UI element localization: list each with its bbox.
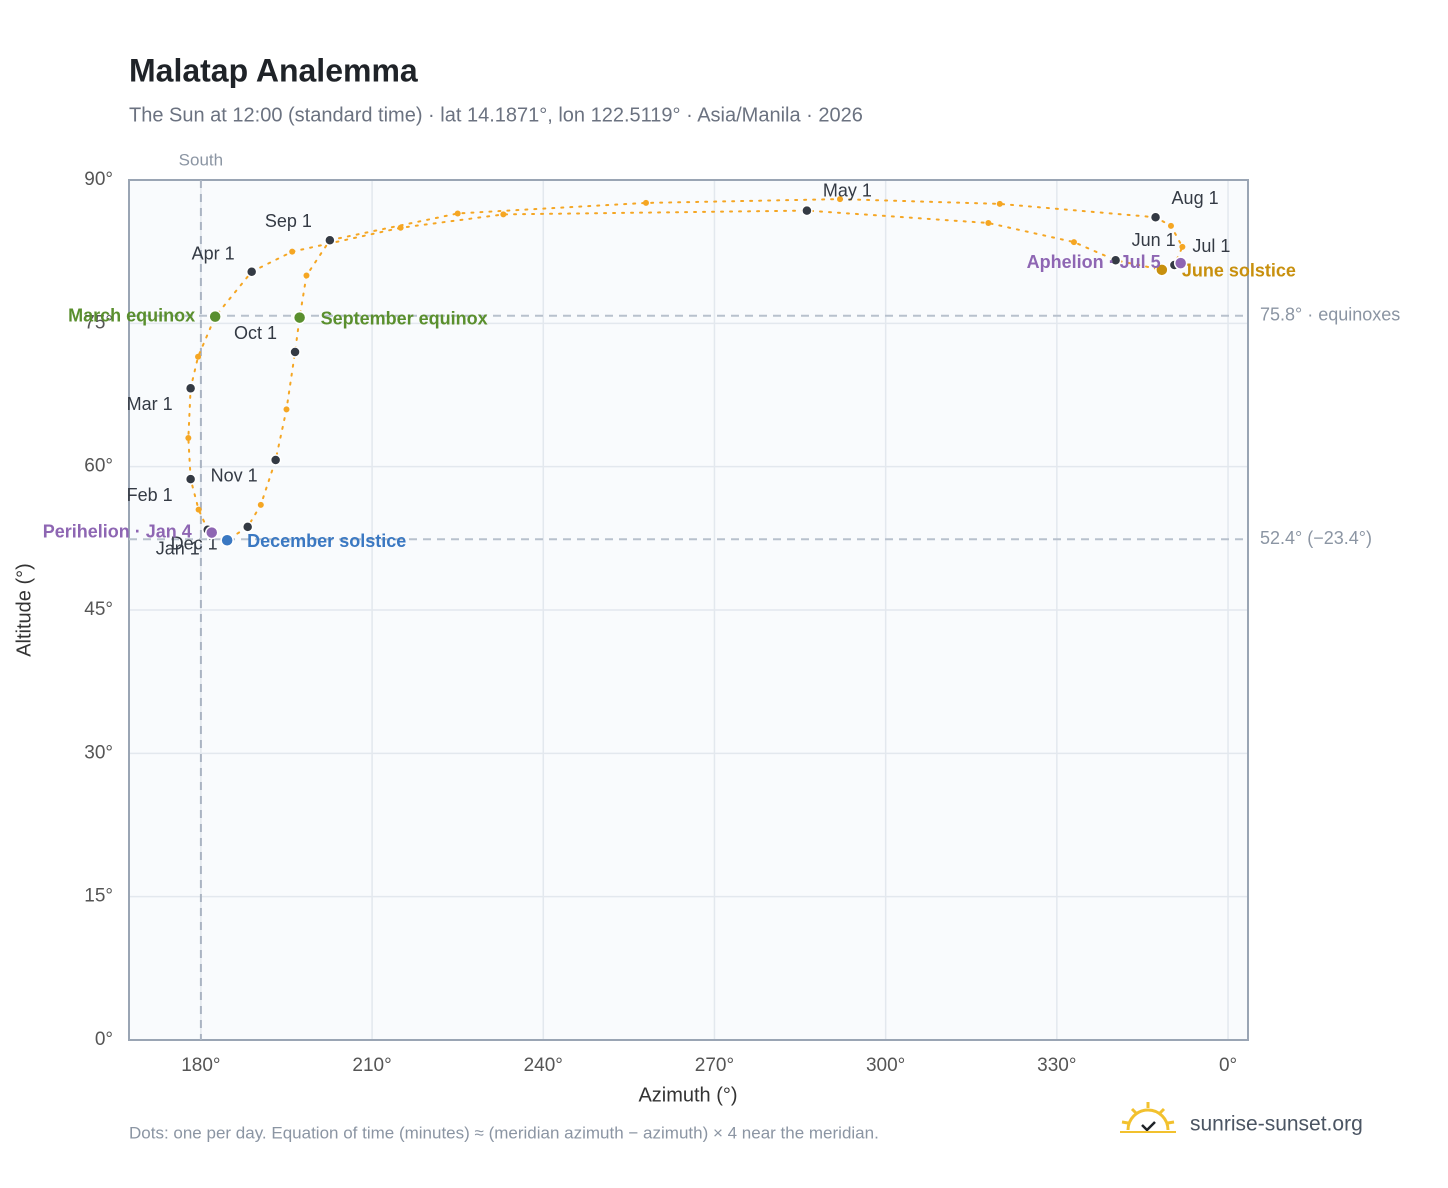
day-dot <box>454 210 461 217</box>
x-tick-label: 330° <box>1037 1055 1076 1076</box>
chart-title: Malatap Analemma <box>129 52 418 88</box>
y-tick-label: 30° <box>84 742 113 763</box>
marker-label: Nov 1 <box>211 466 258 486</box>
brand-logo <box>1120 1102 1176 1133</box>
marker-label: Jun 1 <box>1132 230 1176 250</box>
reference-label: 52.4° (−23.4°) <box>1260 528 1372 548</box>
y-tick-label: 0° <box>95 1029 113 1050</box>
marker <box>208 309 222 324</box>
marker-label: May 1 <box>823 180 872 200</box>
marker-label: June solstice <box>1182 261 1296 281</box>
x-axis-label: Azimuth (°) <box>638 1084 737 1106</box>
marker-label: Sep 1 <box>265 211 312 231</box>
day-dot <box>1070 239 1077 246</box>
day-dot <box>985 220 992 226</box>
day-dot <box>195 506 202 513</box>
marker-label: Jul 1 <box>1192 236 1230 256</box>
footnote: Dots: one per day. Equation of time (min… <box>129 1123 879 1142</box>
reference-label: 75.8° · equinoxes <box>1260 304 1400 324</box>
marker <box>1173 256 1188 270</box>
marker-label: Aphelion · Jul 5 <box>1027 252 1161 272</box>
y-tick-label: 90° <box>84 169 113 190</box>
marker <box>801 204 813 217</box>
y-tick-label: 15° <box>84 886 113 907</box>
marker-label: September equinox <box>321 308 488 328</box>
marker <box>1109 254 1122 267</box>
x-tick-label: 240° <box>524 1055 563 1076</box>
marker <box>184 473 197 485</box>
marker <box>245 265 258 278</box>
marker <box>184 382 197 395</box>
day-dot <box>996 200 1003 207</box>
day-dot <box>642 199 649 206</box>
y-axis-label: Altitude (°) <box>13 563 35 657</box>
marker-label: Apr 1 <box>192 243 235 263</box>
x-tick-label: 270° <box>695 1055 734 1076</box>
marker-label: March equinox <box>68 305 195 325</box>
marker-label: Oct 1 <box>234 323 277 343</box>
day-dot <box>500 211 507 218</box>
chart-subtitle: The Sun at 12:00 (standard time) · lat 1… <box>129 104 863 126</box>
marker <box>324 234 336 246</box>
brand: sunrise-sunset.org <box>1190 1113 1363 1136</box>
x-tick-label: 0° <box>1219 1055 1237 1076</box>
marker-label: Jan 1 <box>156 538 200 558</box>
marker <box>269 454 282 466</box>
day-dot <box>1167 222 1174 229</box>
day-dot <box>397 224 404 231</box>
day-dot <box>283 406 290 413</box>
south-label: South <box>179 150 223 169</box>
marker-label: Perihelion · Jan 4 <box>43 521 192 541</box>
day-dot <box>837 196 844 203</box>
x-tick-label: 300° <box>866 1055 905 1076</box>
marker-label: December solstice <box>247 531 406 551</box>
marker-label: Aug 1 <box>1172 188 1219 208</box>
marker <box>241 521 254 533</box>
day-dot <box>257 501 264 508</box>
marker-label: Mar 1 <box>127 394 173 414</box>
x-tick-label: 210° <box>352 1055 391 1076</box>
plot-frame <box>128 179 1249 1041</box>
day-dot <box>1179 243 1186 250</box>
marker-label: Dec 1 <box>171 534 218 554</box>
day-dot <box>303 272 310 279</box>
marker <box>220 533 234 547</box>
day-dot <box>185 435 192 441</box>
y-tick-label: 45° <box>84 599 113 620</box>
marker <box>289 346 301 358</box>
analemma-line <box>187 198 1184 542</box>
x-tick-label: 180° <box>181 1055 220 1076</box>
marker <box>292 310 307 325</box>
marker <box>1149 211 1162 224</box>
day-dot <box>289 248 296 255</box>
y-tick-label: 60° <box>84 456 113 477</box>
marker-label: Feb 1 <box>127 485 173 505</box>
marker <box>204 525 219 540</box>
day-dot <box>195 353 202 360</box>
marker <box>1155 263 1169 277</box>
y-tick-label: 75° <box>84 312 113 333</box>
